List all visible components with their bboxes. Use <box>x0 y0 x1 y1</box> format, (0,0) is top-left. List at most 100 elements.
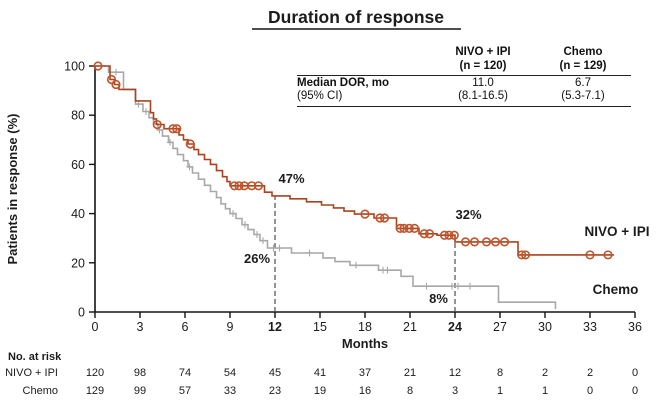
censor-plus <box>135 100 142 108</box>
censor-plus <box>142 108 150 115</box>
x-tick-label: 15 <box>313 320 327 334</box>
x-tick-label: 30 <box>538 320 552 334</box>
median-dor-nivo: 11.0 (8.1-16.5) <box>431 77 535 105</box>
x-tick-label: 3 <box>137 320 144 334</box>
at-risk-row-label: Chemo <box>23 385 58 397</box>
censor-plus <box>253 231 261 238</box>
ci-label: (95% CI) <box>297 90 343 103</box>
at-risk-value: 3 <box>452 385 458 397</box>
at-risk-value: 99 <box>134 385 146 397</box>
censor-circle <box>419 229 429 239</box>
at-risk-value: 2 <box>587 367 593 379</box>
at-risk-value: 33 <box>224 385 236 397</box>
censor-plus <box>229 210 237 217</box>
at-risk-table: No. at risk NIVO + IPI 120 98 74 54 45 41 37 21 1… <box>5 351 638 397</box>
chemo-ci-value: (5.3-7.1) <box>561 90 605 103</box>
censor-circle <box>409 223 420 233</box>
at-risk-value: 12 <box>449 367 461 379</box>
at-risk-value: 8 <box>407 385 413 397</box>
at-risk-value: 37 <box>359 367 371 379</box>
censor-plus <box>306 249 313 257</box>
y-tick-label: 20 <box>71 256 85 270</box>
nivo-column-n: (n = 120) <box>459 59 507 72</box>
censor-circle <box>439 230 450 240</box>
x-tick-label: 24 <box>448 320 462 334</box>
at-risk-value: 41 <box>314 367 326 379</box>
censor-circle <box>229 181 240 191</box>
censor-circle <box>520 250 531 260</box>
at-risk-value: 129 <box>86 385 104 397</box>
censor-circle <box>93 61 103 71</box>
nivo-series-curve <box>95 65 614 256</box>
median-dor-row-label: Median DOR, mo (95% CI) <box>297 77 431 105</box>
at-risk-value: 98 <box>134 367 146 379</box>
censor-plus <box>241 221 249 229</box>
series-label: Chemo <box>593 282 639 297</box>
censor-circle <box>111 79 121 90</box>
censor-circle <box>234 181 244 191</box>
censor-circle <box>585 250 595 260</box>
censor-plus <box>112 68 120 76</box>
series-labels: NIVO + IPI Chemo <box>585 224 650 297</box>
censor-plus <box>276 244 283 252</box>
censor-circle <box>379 213 390 223</box>
median-dor-chemo: 6.7 (5.3-7.1) <box>535 77 631 105</box>
x-tick-label: 12 <box>268 320 282 334</box>
censor-plus <box>352 261 360 269</box>
at-risk-heading: No. at risk <box>8 351 62 363</box>
chemo-column-n: (n = 129) <box>559 59 607 72</box>
censor-circle <box>168 124 178 134</box>
x-tick-label: 36 <box>628 320 642 334</box>
censor-circle <box>106 74 117 85</box>
censor-circle <box>375 213 385 223</box>
summary-table-header-nivo: NIVO + IPI (n = 120) <box>431 46 535 74</box>
censor-plus <box>454 282 462 290</box>
pct-annotation: 8% <box>429 291 448 306</box>
at-risk-value: 120 <box>86 367 104 379</box>
y-tick-label: 100 <box>64 60 85 74</box>
censor-circle <box>469 237 480 247</box>
at-risk-value: 0 <box>632 385 638 397</box>
censor-circle <box>399 223 409 233</box>
at-risk-value: 1 <box>542 385 548 397</box>
at-risk-value: 45 <box>269 367 281 379</box>
y-tick-label: 40 <box>71 207 85 221</box>
at-risk-value: 0 <box>632 367 638 379</box>
censor-circle <box>481 237 492 247</box>
y-axis: 0 20 40 60 80 100 Patients in response (%) <box>5 60 96 320</box>
x-axis-ticks: 0 3 6 9 12 15 18 21 24 27 30 33 36 <box>92 312 642 334</box>
y-axis-label: Patients in response (%) <box>5 114 20 265</box>
y-tick-label: 0 <box>78 306 85 320</box>
at-risk-row-label: NIVO + IPI <box>5 367 58 379</box>
x-tick-label: 6 <box>182 320 189 334</box>
censor-circle <box>360 209 370 219</box>
censor-plus <box>186 163 193 171</box>
censor-plus <box>423 282 430 290</box>
at-risk-value: 21 <box>404 367 416 379</box>
at-risk-value: 54 <box>224 367 236 379</box>
censor-plus <box>166 138 174 146</box>
page-title: Duration of response <box>268 7 444 27</box>
censor-plus <box>270 244 277 252</box>
censor-circle <box>152 119 162 130</box>
at-risk-value: 57 <box>179 385 191 397</box>
x-axis-label: Months <box>342 336 388 351</box>
chemo-column-name: Chemo <box>563 46 603 58</box>
censor-circle <box>499 237 510 247</box>
pct-annotation: 26% <box>244 251 270 266</box>
x-tick-label: 9 <box>227 320 234 334</box>
censor-plus <box>384 266 391 274</box>
nivo-series <box>93 61 614 260</box>
x-tick-label: 21 <box>403 320 417 334</box>
annotations: 47% 32% 26% 8% <box>244 171 482 306</box>
at-risk-value: 16 <box>359 385 371 397</box>
at-risk-value: 74 <box>179 367 191 379</box>
censor-circle <box>444 230 454 240</box>
summary-table-header-chemo: Chemo (n = 129) <box>535 46 631 74</box>
censor-circle <box>449 230 459 240</box>
censor-plus <box>466 282 474 290</box>
summary-table: NIVO + IPI (n = 120) Chemo (n = 129) Med… <box>297 46 631 108</box>
series-label: NIVO + IPI <box>585 224 650 239</box>
